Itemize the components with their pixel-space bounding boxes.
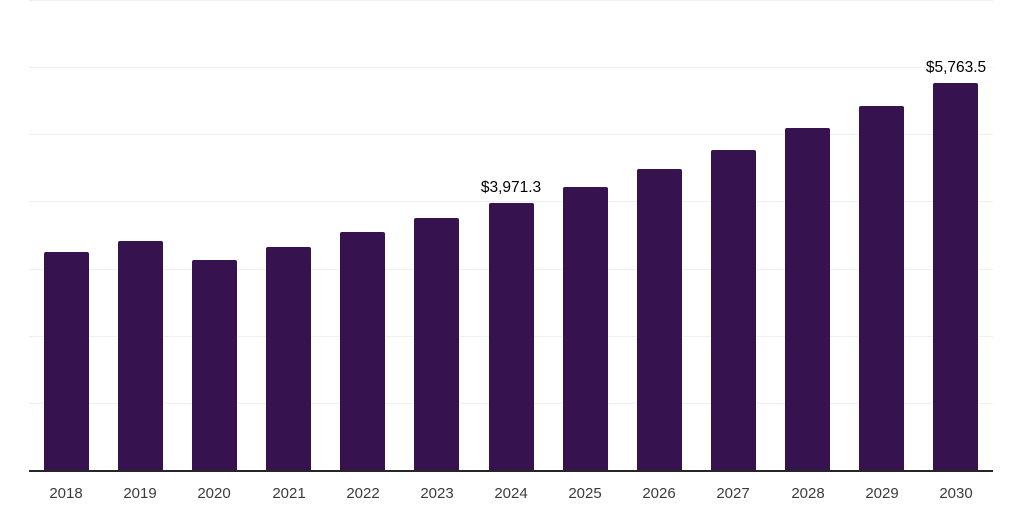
gridline-5000 <box>29 134 993 135</box>
bar-2021[interactable] <box>266 247 311 470</box>
bar-2023[interactable] <box>414 218 459 470</box>
data-label-2024: $3,971.3 <box>480 179 542 196</box>
bar-2026[interactable] <box>637 169 682 470</box>
bar-2022[interactable] <box>340 232 385 470</box>
bar-2029[interactable] <box>859 106 904 470</box>
bar-2030[interactable] <box>933 83 978 470</box>
x-tick-2018: 2018 <box>49 485 83 502</box>
bar-2024[interactable] <box>489 203 534 470</box>
bar-2027[interactable] <box>711 150 756 470</box>
x-tick-2027: 2027 <box>716 485 750 502</box>
x-tick-2025: 2025 <box>568 485 602 502</box>
x-tick-2024: 2024 <box>494 485 528 502</box>
x-tick-2026: 2026 <box>642 485 676 502</box>
x-tick-2021: 2021 <box>272 485 306 502</box>
data-label-2030: $5,763.5 <box>925 59 987 76</box>
gridline-7000 <box>29 0 993 1</box>
x-tick-2030: 2030 <box>939 485 973 502</box>
bar-2019[interactable] <box>118 241 163 470</box>
bar-2028[interactable] <box>785 128 830 470</box>
x-tick-2023: 2023 <box>420 485 454 502</box>
x-tick-2019: 2019 <box>123 485 157 502</box>
gridline-6000 <box>29 67 993 68</box>
gridline-4000 <box>29 201 993 202</box>
x-tick-2029: 2029 <box>865 485 899 502</box>
x-tick-2022: 2022 <box>346 485 380 502</box>
bar-2025[interactable] <box>563 187 608 470</box>
x-tick-2020: 2020 <box>197 485 231 502</box>
bar-2020[interactable] <box>192 260 237 470</box>
x-tick-2028: 2028 <box>791 485 825 502</box>
x-axis-line <box>29 470 993 472</box>
bar-2018[interactable] <box>44 252 89 470</box>
